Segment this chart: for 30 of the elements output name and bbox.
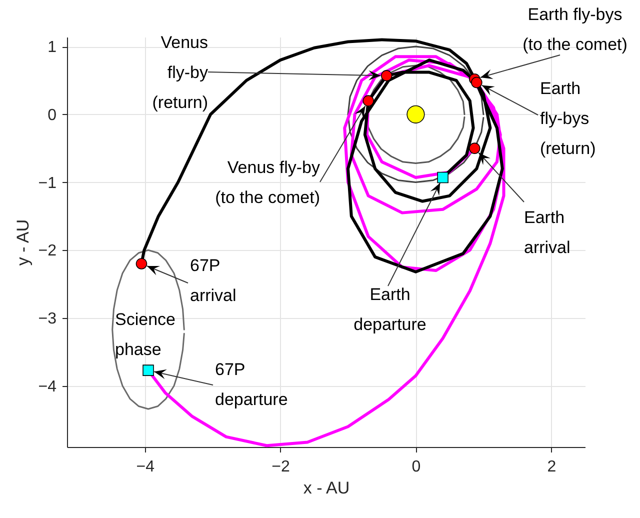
y-tick-label: −3 [38,310,57,328]
line-series [112,249,185,410]
annotation: Science phase [115,310,176,359]
annotation: Earth arrival [524,208,570,257]
y-tick-label: −2 [38,242,57,260]
y-tick-label: −4 [38,378,57,396]
line-series [347,46,484,184]
y-axis-title: y - AU [13,219,32,266]
x-tick-label: −4 [136,458,155,476]
annotation: Earth fly-bys (return) [540,79,596,158]
y-tick-label: −1 [38,174,57,192]
x-tick-label: −2 [272,458,290,476]
point [471,76,482,88]
point [437,172,448,184]
y-tick-label: 1 [48,39,57,56]
x-tick-label: 0 [412,458,421,476]
point [136,258,148,270]
point [380,70,392,82]
x-axis-title: x - AU [303,478,350,498]
annotation: Earth fly-bys (to the comet) [522,5,628,54]
annotation: Venus fly-by (to the comet) [215,158,320,207]
annotation: 67P departure [215,360,288,409]
point [362,95,374,106]
x-tick-label: 2 [547,458,556,476]
annotation: Venus fly-by (return) [152,33,208,112]
annotation: Earth departure [354,285,426,334]
annotation: 67P arrival [190,256,236,305]
y-tick-label: 0 [48,106,57,124]
point [142,364,154,376]
point [468,142,480,154]
